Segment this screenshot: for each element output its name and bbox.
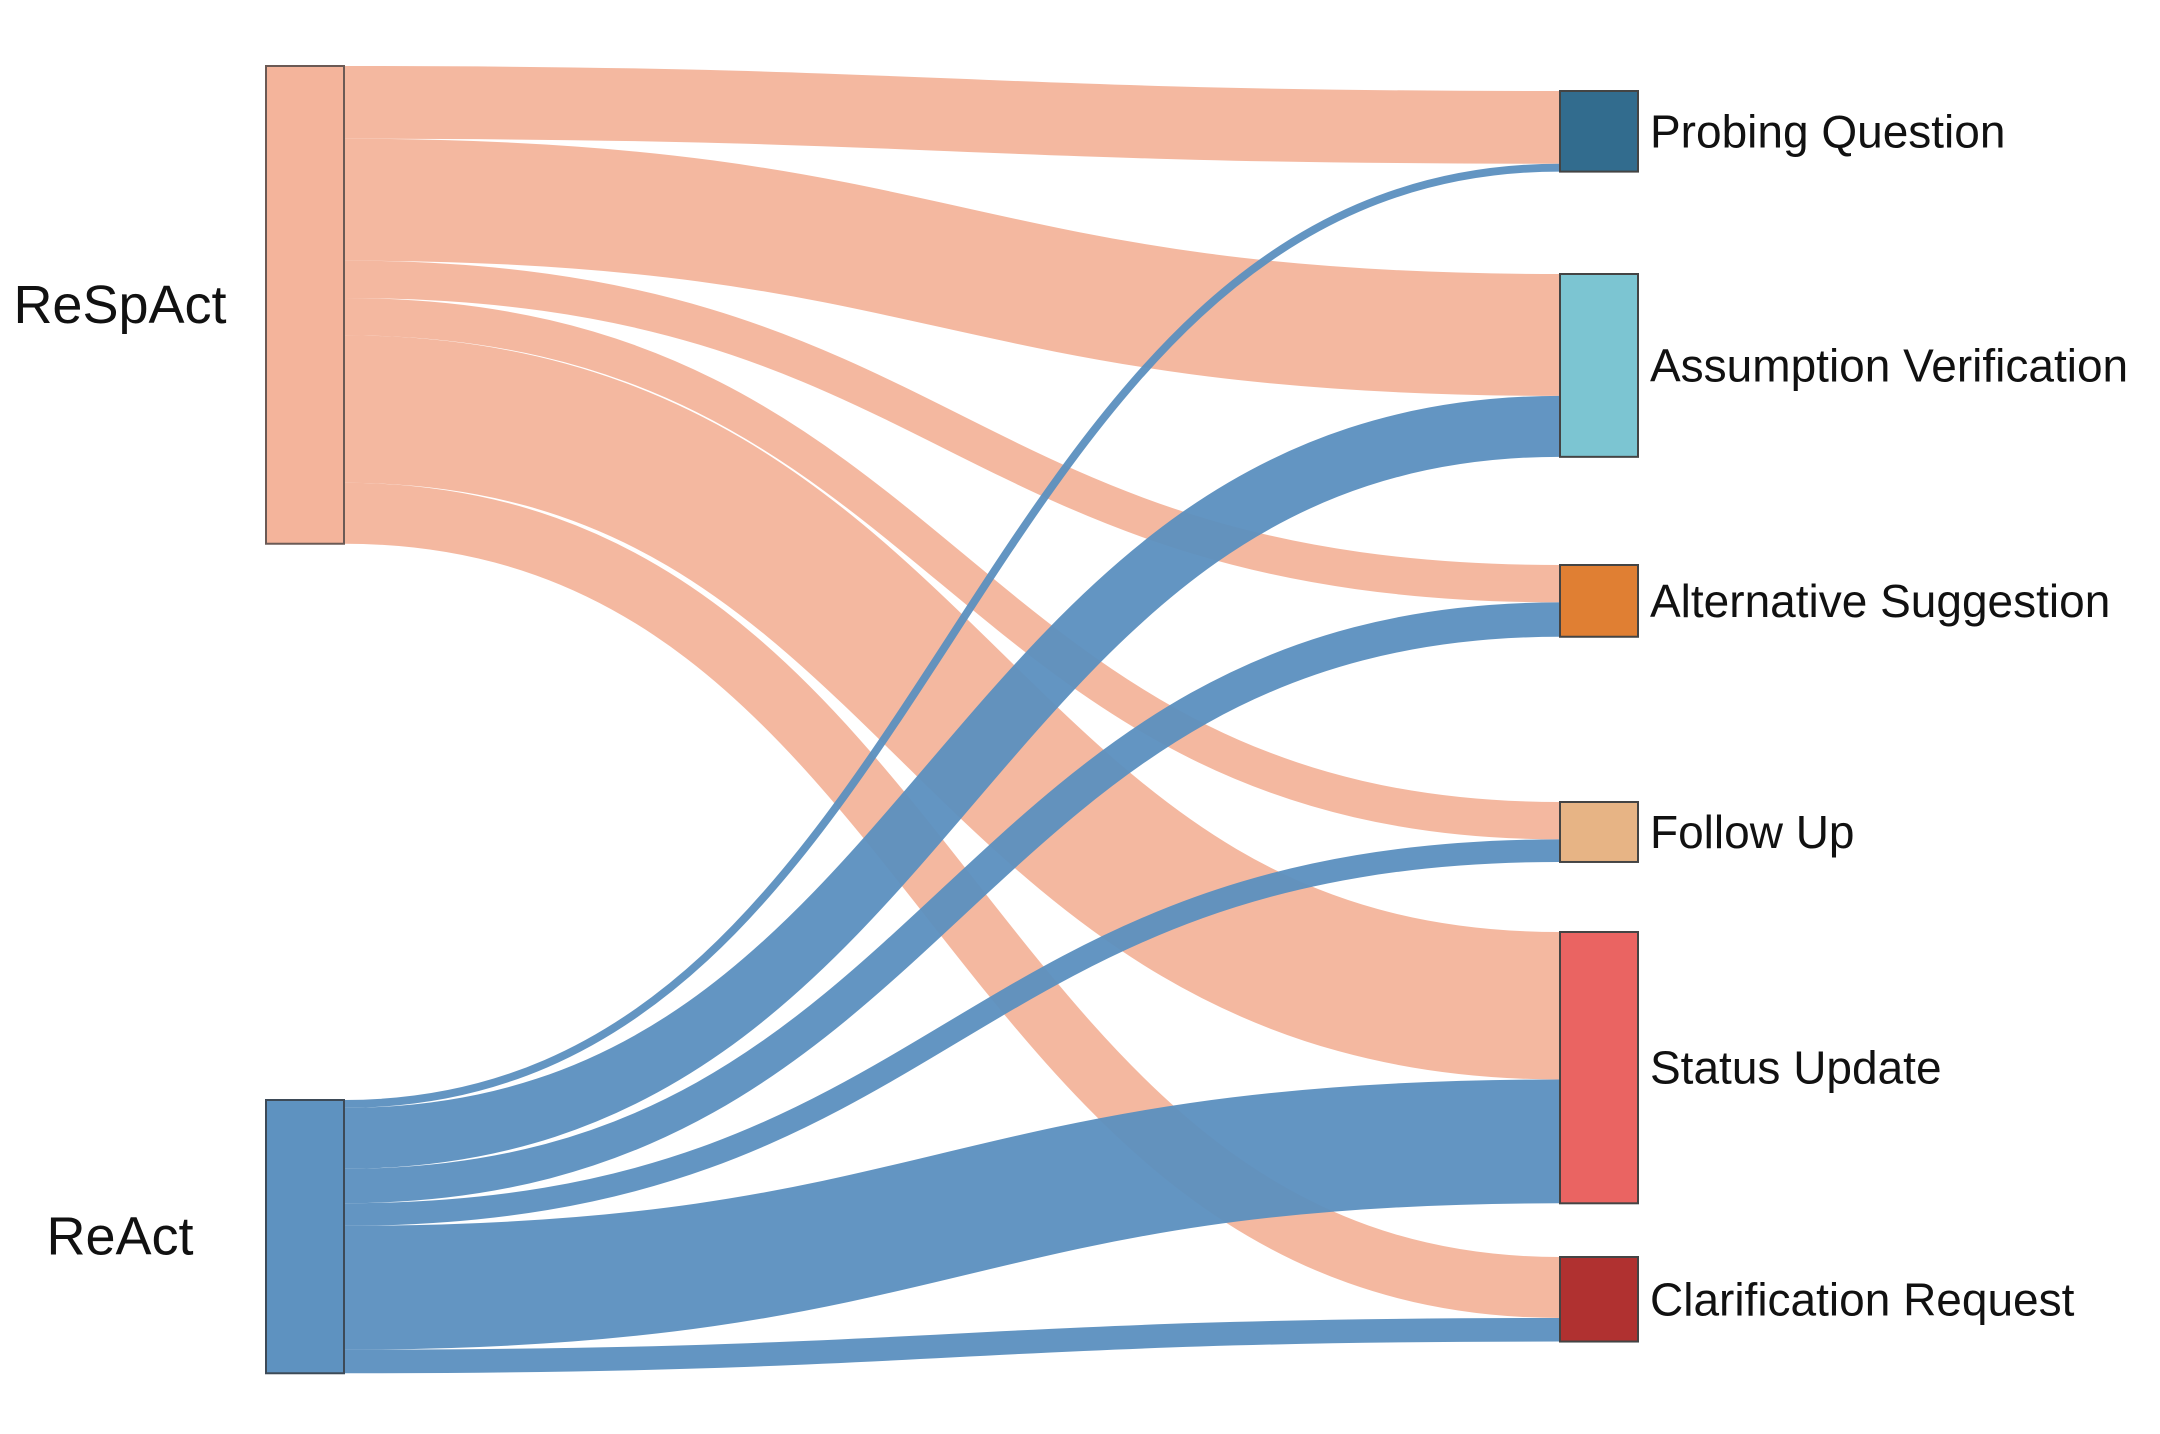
node-react: [265, 1099, 345, 1375]
label-react: ReAct: [46, 1207, 193, 1267]
label-respact: ReSpAct: [13, 275, 226, 335]
node-follow-up: [1559, 801, 1639, 863]
link-respact-to-probing-question: [343, 66, 1561, 164]
node-assumption-verification: [1559, 273, 1639, 458]
link-react-to-status-update: [343, 1079, 1561, 1350]
node-clarification-request: [1559, 1256, 1639, 1343]
label-status-update: Status Update: [1650, 1042, 1942, 1094]
link-respact-to-alternative-suggestion: [343, 260, 1561, 603]
label-assumption-verification: Assumption Verification: [1650, 339, 2128, 391]
link-react-to-alternative-suggestion: [343, 602, 1561, 1204]
labels-layer: ReSpAct ReAct Probing Question Assumption V…: [13, 105, 2128, 1325]
link-react-to-assumption-verification: [343, 395, 1561, 1169]
node-alternative-suggestion: [1559, 564, 1639, 638]
links-layer: [343, 66, 1561, 1374]
node-probing-question: [1559, 90, 1639, 173]
link-respact-to-status-update: [343, 335, 1561, 1080]
nodes-layer: [265, 65, 1639, 1375]
node-status-update: [1559, 931, 1639, 1205]
label-alternative-suggestion: Alternative Suggestion: [1650, 575, 2110, 627]
label-clarification-request: Clarification Request: [1650, 1273, 2075, 1325]
link-respact-to-follow-up: [343, 297, 1561, 840]
link-react-to-follow-up: [343, 839, 1561, 1226]
label-follow-up: Follow Up: [1650, 806, 1855, 858]
node-respact: [265, 65, 345, 545]
link-react-to-probing-question: [343, 163, 1561, 1108]
label-probing-question: Probing Question: [1650, 105, 2005, 157]
link-respact-to-assumption-verification: [343, 138, 1561, 396]
link-react-to-clarification-request: [343, 1317, 1561, 1374]
